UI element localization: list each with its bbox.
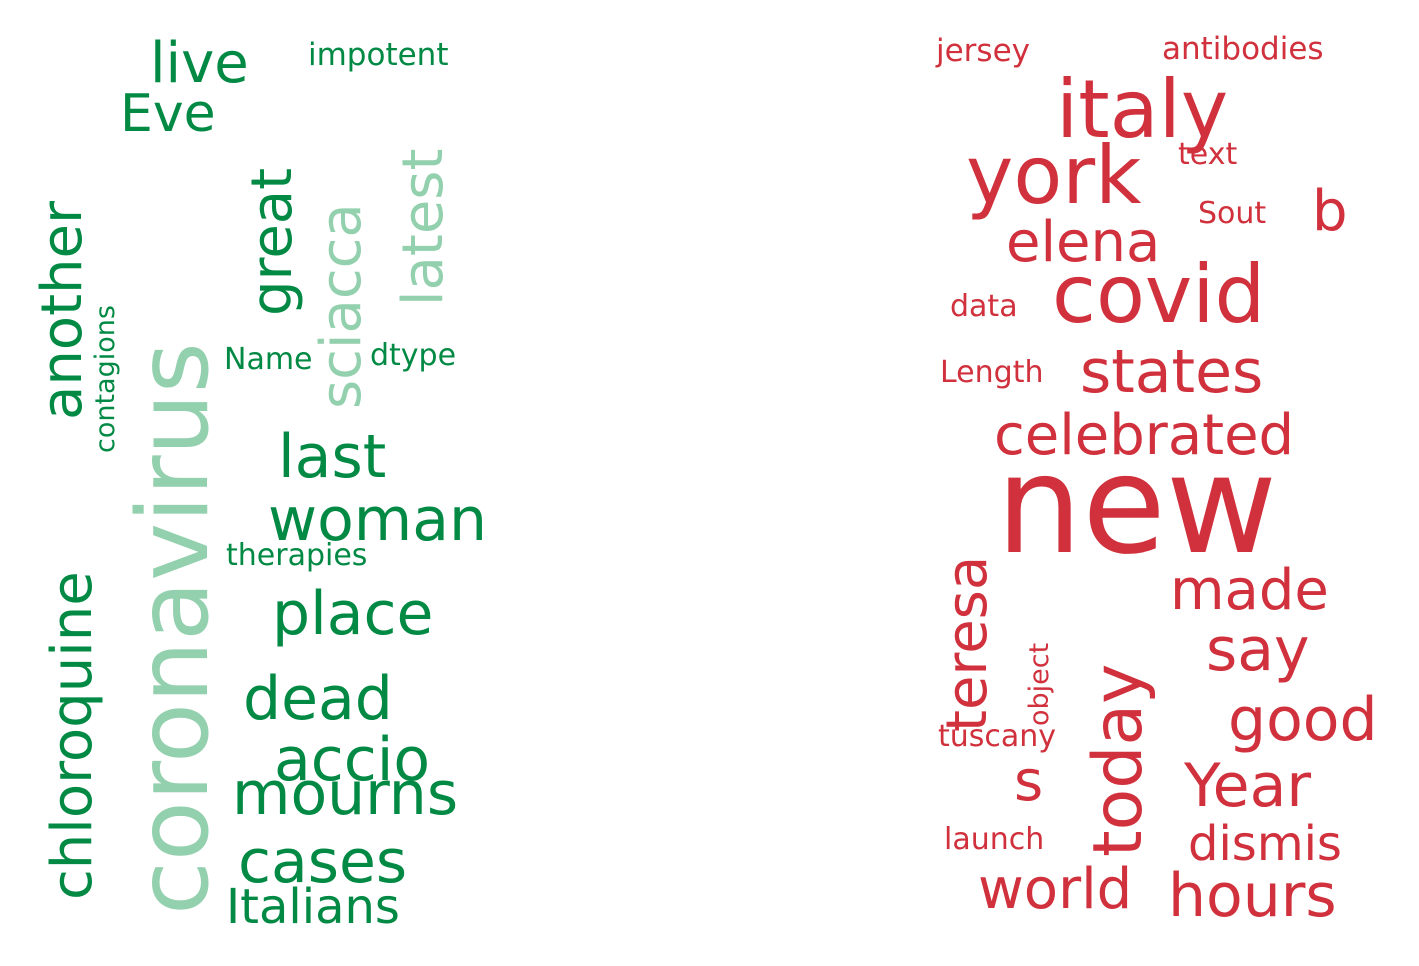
word-celebrated: celebrated [994,403,1295,468]
word-place: place [272,579,434,649]
word-sout: Sout [1198,196,1267,231]
word-world: world [978,857,1133,922]
word-dtype: dtype [370,338,457,373]
word-woman: woman [268,485,488,555]
word-object: object [1024,642,1055,726]
word-tuscany: tuscany [938,719,1057,754]
word-eve: Eve [120,84,216,144]
word-hours: hours [1168,861,1337,931]
word-sciacca: sciacca [309,203,374,409]
word-york: york [966,129,1142,222]
word-therapies: therapies [226,538,368,573]
word-states: states [1080,337,1264,407]
word-covid: covid [1052,248,1266,341]
word-year: Year [1184,751,1312,821]
word-data: data [950,289,1018,324]
word-italy: italy [1056,63,1229,156]
word-dead: dead [243,664,393,734]
left-word-cloud: coronavirus chloroquine another contagio… [0,0,700,966]
word-text: text [1178,137,1238,172]
word-cases: cases [238,827,408,897]
word-last: last [278,422,387,492]
word-impotent: impotent [308,37,449,73]
word-today: today [1079,663,1158,857]
word-dismis: dismis [1188,816,1342,872]
right-word-cloud: jersey antibodies italy york text b Sout… [700,0,1419,966]
word-antibodies: antibodies [1162,31,1324,67]
word-s: s [1014,749,1044,814]
word-new: new [996,427,1278,585]
word-italians: Italians [226,879,400,935]
word-say: say [1206,615,1310,685]
word-length: Length [940,355,1044,390]
word-teresa: teresa [935,555,1000,732]
word-contagions: contagions [90,305,121,453]
word-good: good [1228,685,1378,755]
word-latest: latest [391,148,456,306]
word-accio: accio [274,725,431,795]
word-great: great [240,167,305,316]
word-elena: elena [1006,210,1161,275]
word-jersey: jersey [936,33,1030,69]
word-chloroquine: chloroquine [40,571,105,900]
word-name: Name [224,342,313,377]
word-launch: launch [944,822,1045,857]
word-mourns: mourns [232,759,459,829]
word-made: made [1170,558,1329,623]
word-b: b [1312,179,1348,244]
word-live: live [150,31,249,96]
